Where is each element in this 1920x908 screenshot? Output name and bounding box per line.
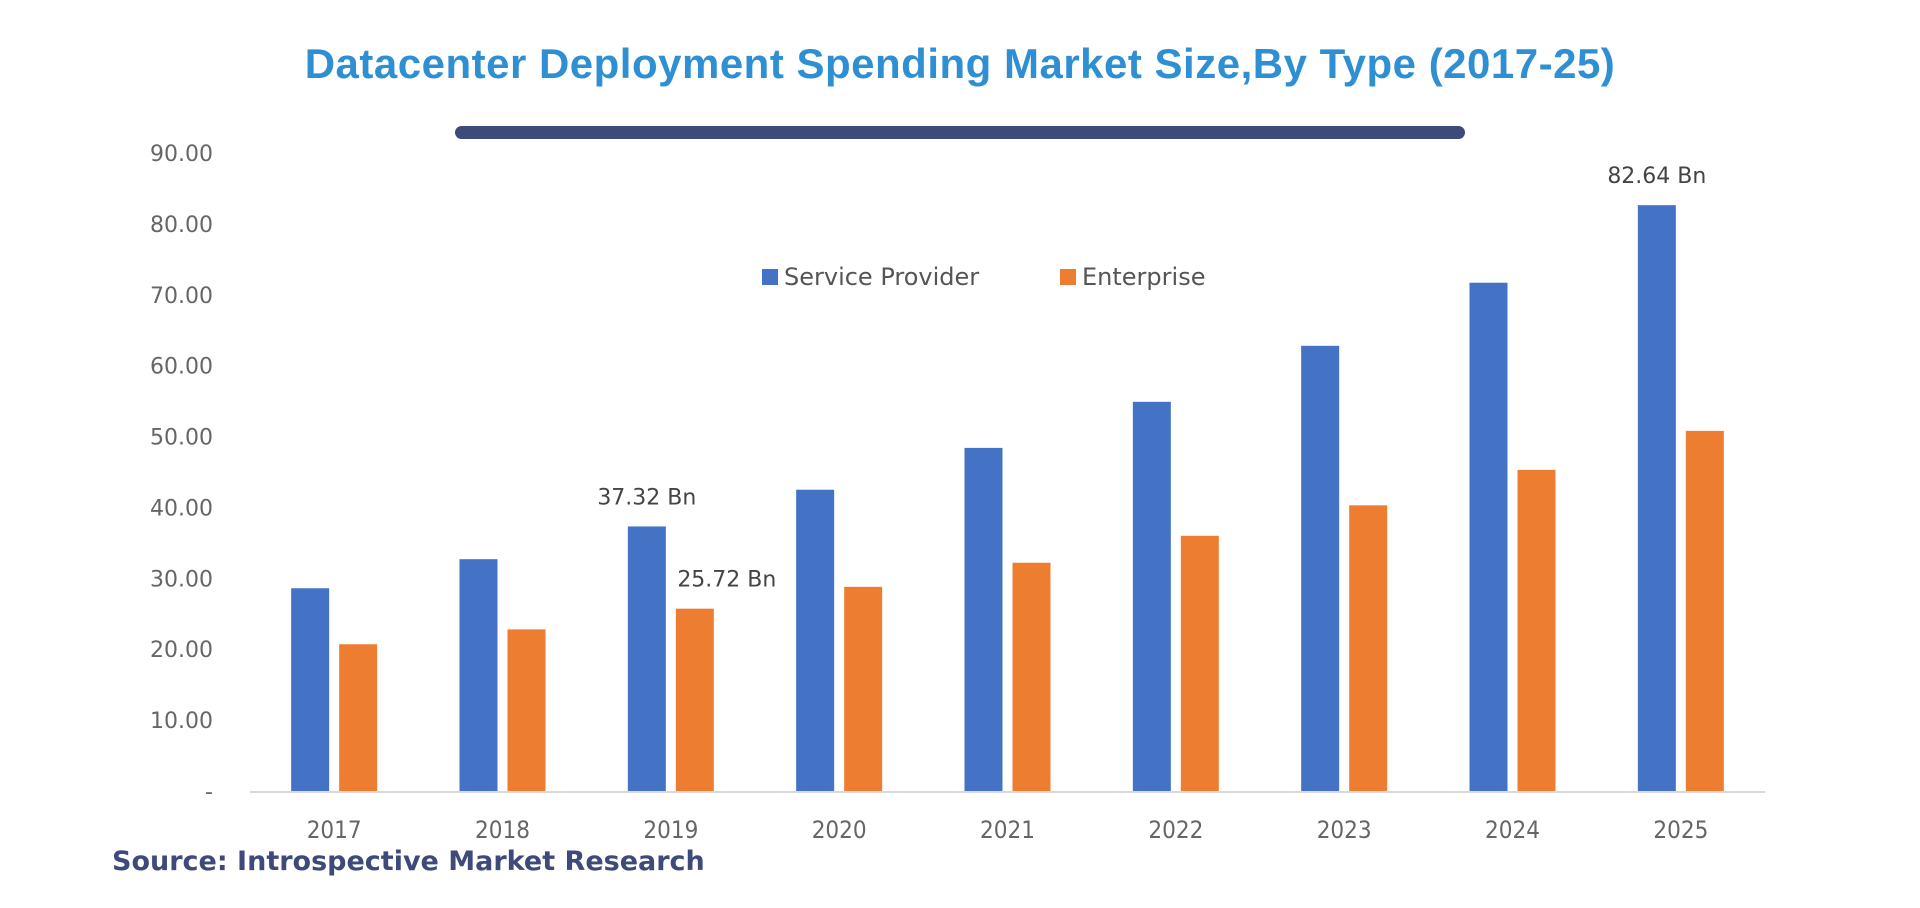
- data-label: 37.32 Bn: [597, 485, 696, 510]
- x-tick-label: 2022: [1148, 816, 1203, 844]
- x-tick-label: 2019: [643, 816, 698, 844]
- bar-service-provider-2024: [1469, 282, 1508, 791]
- title-underline: [455, 126, 1465, 139]
- bar-enterprise-2017: [339, 644, 378, 791]
- y-tick-label: 70.00: [150, 284, 213, 309]
- bar-enterprise-2020: [844, 586, 883, 791]
- bar-service-provider-2017: [291, 588, 330, 791]
- y-tick-label: -: [205, 780, 213, 805]
- y-tick-label: 60.00: [150, 355, 213, 380]
- bar-enterprise-2023: [1349, 505, 1388, 791]
- y-tick-label: 40.00: [150, 496, 213, 521]
- legend: Service Provider Enterprise: [762, 263, 1205, 291]
- data-labels: 37.32 Bn 25.72 Bn 82.64 Bn: [597, 164, 1706, 592]
- data-label: 82.64 Bn: [1607, 164, 1706, 189]
- bars: [291, 205, 1724, 792]
- legend-swatch-enterprise: [1060, 269, 1076, 285]
- x-tick-label: 2025: [1653, 816, 1708, 844]
- legend-swatch-service-provider: [762, 269, 778, 285]
- y-axis: - 10.00 20.00 30.00 40.00 50.00 60.00 70.00 80.0…: [150, 142, 213, 805]
- y-tick-label: 50.00: [150, 426, 213, 451]
- bar-service-provider-2019: [627, 526, 666, 791]
- bar-service-provider-2022: [1132, 401, 1171, 791]
- chart-title: Datacenter Deployment Spending Market Si…: [304, 40, 1616, 87]
- x-tick-label: 2024: [1485, 816, 1540, 844]
- x-tick-label: 2023: [1317, 816, 1372, 844]
- bar-enterprise-2019: [675, 608, 714, 791]
- y-tick-label: 80.00: [150, 213, 213, 238]
- bar-enterprise-2022: [1180, 535, 1219, 791]
- y-tick-label: 90.00: [150, 142, 213, 167]
- bar-service-provider-2021: [964, 447, 1003, 791]
- bar-enterprise-2018: [507, 629, 546, 791]
- bar-enterprise-2021: [1012, 562, 1051, 791]
- bar-enterprise-2024: [1517, 469, 1556, 791]
- x-tick-label: 2018: [475, 816, 530, 844]
- bar-service-provider-2018: [459, 559, 498, 791]
- bar-service-provider-2025: [1637, 205, 1676, 792]
- bar-service-provider-2023: [1301, 345, 1340, 791]
- x-tick-label: 2017: [307, 816, 362, 844]
- y-tick-label: 20.00: [150, 638, 213, 663]
- bar-service-provider-2020: [796, 489, 835, 791]
- source-credit: Source: Introspective Market Research: [112, 846, 705, 877]
- legend-label: Enterprise: [1082, 263, 1205, 291]
- x-tick-label: 2020: [812, 816, 867, 844]
- legend-label: Service Provider: [784, 263, 979, 291]
- data-label: 25.72 Bn: [677, 568, 776, 593]
- y-tick-label: 30.00: [150, 567, 213, 592]
- x-axis: 2017 2018 2019 2020 2021 2022 2023 2024 2025: [307, 816, 1709, 844]
- x-tick-label: 2021: [980, 816, 1035, 844]
- bar-enterprise-2025: [1685, 430, 1724, 791]
- y-tick-label: 10.00: [150, 709, 213, 734]
